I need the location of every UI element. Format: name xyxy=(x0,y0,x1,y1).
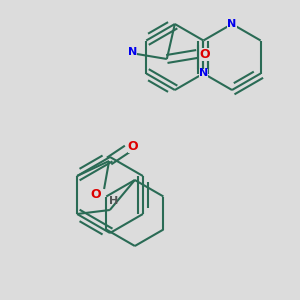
Text: N: N xyxy=(199,68,208,79)
Text: O: O xyxy=(200,47,210,61)
Text: O: O xyxy=(91,188,101,200)
Text: O: O xyxy=(128,140,138,152)
Text: H: H xyxy=(110,196,119,206)
Text: N: N xyxy=(227,19,237,29)
Text: N: N xyxy=(128,47,137,57)
